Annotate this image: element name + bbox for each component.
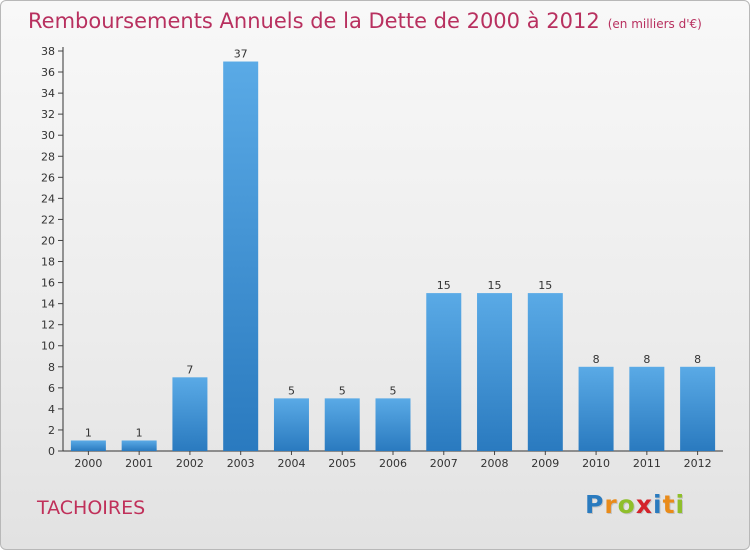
- y-tick-label: 32: [41, 108, 55, 121]
- y-tick-label: 36: [41, 66, 55, 79]
- chart-unit-note: (en milliers d'€): [607, 17, 702, 31]
- x-axis: 2000 2001 2002 2003 2004 2005 2006 2007 2008 2009…: [63, 450, 723, 470]
- x-tick-label: 2006: [379, 457, 407, 470]
- y-tick-label: 10: [41, 340, 55, 353]
- y-tick-label: 22: [41, 213, 55, 226]
- bar-2002: [172, 377, 208, 451]
- bar-2009: [527, 293, 563, 451]
- bar-2007: [426, 293, 462, 451]
- logo-letter: P: [585, 490, 605, 519]
- logo-letter: t: [662, 490, 676, 519]
- x-tick-label: 2001: [125, 457, 153, 470]
- commune-name: TACHOIRES: [37, 497, 146, 519]
- data-label-2012: 8: [694, 353, 701, 366]
- chart-title-text: Remboursements Annuels de la Dette de 20…: [28, 9, 600, 33]
- bar-2010: [578, 366, 614, 451]
- bar-2000: [70, 440, 106, 451]
- x-tick-label: 2003: [227, 457, 255, 470]
- data-label-2010: 8: [593, 353, 600, 366]
- y-tick-label: 38: [41, 45, 55, 58]
- y-tick-label: 2: [48, 424, 55, 437]
- y-tick-label: 12: [41, 319, 55, 332]
- bar-2011: [629, 366, 665, 451]
- y-tick-label: 0: [48, 445, 55, 458]
- y-tick-label: 20: [41, 234, 55, 247]
- data-label-2008: 15: [488, 279, 502, 292]
- y-tick-label: 6: [48, 382, 55, 395]
- data-label-2011: 8: [643, 353, 650, 366]
- bar-2005: [324, 398, 360, 451]
- data-label-2004: 5: [288, 384, 295, 397]
- x-tick-label: 2008: [481, 457, 509, 470]
- data-label-2001: 1: [136, 426, 143, 439]
- x-tick-label: 2009: [531, 457, 559, 470]
- bar-2012: [680, 366, 716, 451]
- x-tick-label: 2010: [582, 457, 610, 470]
- logo-letter: i: [653, 490, 663, 519]
- y-tick-label: 4: [48, 403, 55, 416]
- x-tick-label: 2007: [430, 457, 458, 470]
- y-tick-label: 28: [41, 150, 55, 163]
- x-tick-label: 2011: [633, 457, 661, 470]
- logo-letter: i: [675, 490, 686, 519]
- bar-2006: [375, 398, 411, 451]
- x-tick-label: 2004: [277, 457, 305, 470]
- bar-2003: [223, 61, 259, 452]
- logo-letter: r: [604, 490, 618, 519]
- data-label-2000: 1: [85, 426, 92, 439]
- data-label-2002: 7: [186, 363, 193, 376]
- y-tick-label: 18: [41, 256, 55, 269]
- data-labels: 1 1 7 37 5 5 5 15 15 15 8 8 8: [85, 48, 701, 440]
- y-tick-label: 8: [48, 361, 55, 374]
- logo-letter: o: [617, 490, 636, 519]
- chart-title: Remboursements Annuels de la Dette de 20…: [28, 9, 702, 33]
- data-label-2006: 5: [390, 384, 397, 397]
- y-tick-label: 16: [41, 277, 55, 290]
- logo-letter: x: [635, 490, 653, 519]
- y-tick-label: 26: [41, 171, 55, 184]
- bars: [70, 61, 716, 452]
- x-tick-label: 2005: [328, 457, 356, 470]
- y-tick-label: 30: [41, 129, 55, 142]
- x-tick-label: 2012: [684, 457, 712, 470]
- data-label-2005: 5: [339, 384, 346, 397]
- y-tick-label: 14: [41, 298, 55, 311]
- data-label-2003: 37: [234, 48, 248, 61]
- data-label-2007: 15: [437, 279, 451, 292]
- proxiti-logo[interactable]: Proxiti: [585, 490, 685, 519]
- bar-2001: [121, 440, 157, 451]
- x-tick-label: 2002: [176, 457, 204, 470]
- data-label-2009: 15: [538, 279, 552, 292]
- y-tick-label: 34: [41, 87, 55, 100]
- bar-2008: [477, 293, 513, 451]
- bar-2004: [273, 398, 309, 451]
- y-tick-label: 24: [41, 192, 55, 205]
- x-tick-label: 2000: [74, 457, 102, 470]
